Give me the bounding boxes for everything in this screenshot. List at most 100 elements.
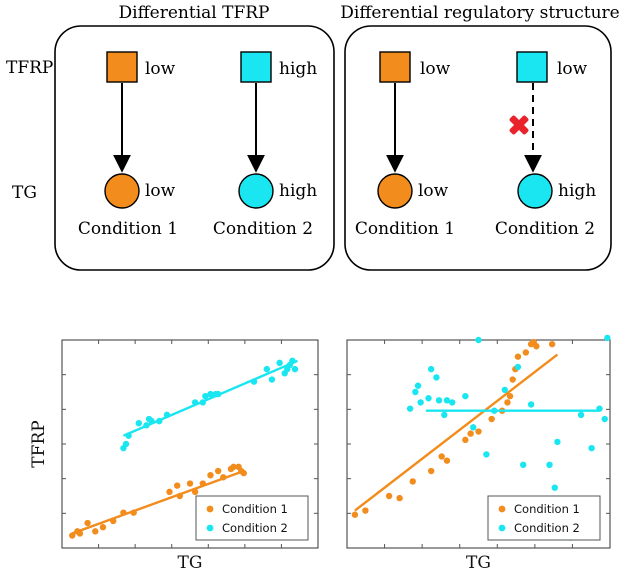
tg-node-left-cond2 bbox=[238, 173, 274, 209]
data-point-condition-2 bbox=[268, 376, 276, 383]
data-point-condition-2 bbox=[470, 424, 477, 431]
data-point-condition-2 bbox=[433, 374, 440, 381]
data-point-condition-2 bbox=[156, 417, 163, 425]
data-point-condition-1 bbox=[514, 353, 522, 360]
data-point-condition-2 bbox=[191, 399, 199, 406]
legend-label: Condition 1 bbox=[222, 502, 288, 516]
data-point-condition-2 bbox=[125, 432, 132, 439]
legend-marker bbox=[206, 524, 214, 532]
data-point-condition-2 bbox=[163, 411, 171, 419]
data-point-condition-1 bbox=[427, 467, 435, 475]
data-point-condition-1 bbox=[186, 480, 194, 487]
tg-node-right-cond2 bbox=[517, 173, 553, 209]
data-point-condition-2 bbox=[449, 399, 456, 406]
data-point-condition-2 bbox=[417, 399, 424, 406]
data-point-condition-2 bbox=[414, 382, 422, 389]
data-point-condition-1 bbox=[176, 492, 183, 500]
data-point-condition-2 bbox=[604, 334, 611, 342]
data-point-condition-2 bbox=[588, 444, 595, 452]
tfrp-node-right-cond2 bbox=[516, 51, 548, 83]
data-point-condition-1 bbox=[488, 415, 495, 423]
data-point-condition-2 bbox=[520, 461, 527, 468]
legend-marker bbox=[206, 505, 214, 513]
y-axis-label: TFRP bbox=[29, 420, 49, 467]
data-point-condition-1 bbox=[199, 480, 206, 487]
data-point-condition-2 bbox=[554, 438, 561, 446]
data-point-condition-1 bbox=[84, 519, 91, 527]
data-point-condition-1 bbox=[130, 509, 137, 516]
condition-label-left-2: Condition 2 bbox=[213, 219, 313, 239]
condition-label-right-1: Condition 1 bbox=[355, 219, 455, 239]
data-point-condition-1 bbox=[69, 532, 76, 539]
data-point-condition-2 bbox=[501, 386, 508, 394]
data-point-condition-2 bbox=[263, 365, 270, 373]
data-point-condition-1 bbox=[362, 507, 369, 514]
data-point-condition-1 bbox=[467, 430, 474, 437]
condition-label-left-1: Condition 1 bbox=[78, 219, 178, 239]
data-point-condition-2 bbox=[475, 336, 482, 344]
tfrp-level-left-cond1: low bbox=[145, 59, 176, 79]
data-point-condition-2 bbox=[577, 411, 585, 419]
data-point-condition-1 bbox=[409, 478, 416, 485]
scatter-plot-differential-tfrp: Condition 1 Condition 2 TG TFRP bbox=[29, 339, 319, 573]
data-point-condition-1 bbox=[120, 509, 127, 516]
data-point-condition-2 bbox=[596, 405, 603, 412]
data-point-condition-1 bbox=[462, 436, 469, 444]
tfrp-node-left-cond1 bbox=[106, 51, 138, 83]
data-point-condition-1 bbox=[230, 463, 237, 471]
x-axis-label: TG bbox=[466, 553, 491, 573]
data-point-condition-1 bbox=[214, 467, 222, 475]
row-label-tfrp: TFRP bbox=[6, 58, 53, 78]
data-point-condition-1 bbox=[240, 469, 247, 477]
legend-box bbox=[195, 495, 309, 541]
data-point-condition-2 bbox=[435, 397, 443, 404]
data-point-condition-2 bbox=[427, 365, 435, 373]
legend-label: Condition 2 bbox=[222, 521, 288, 535]
x-axis-label: TG bbox=[178, 553, 203, 573]
data-point-condition-2 bbox=[491, 407, 498, 414]
data-point-condition-1 bbox=[207, 472, 214, 479]
data-point-condition-1 bbox=[522, 349, 530, 356]
legend-label: Condition 2 bbox=[514, 521, 580, 535]
condition-label-right-2: Condition 2 bbox=[495, 219, 595, 239]
data-point-condition-1 bbox=[396, 494, 403, 502]
data-point-condition-1 bbox=[99, 524, 107, 531]
data-point-condition-1 bbox=[548, 340, 556, 348]
data-point-condition-2 bbox=[514, 363, 522, 371]
data-point-condition-2 bbox=[412, 388, 419, 396]
data-point-condition-1 bbox=[438, 453, 445, 460]
data-point-condition-1 bbox=[92, 528, 99, 535]
tg-node-left-cond1 bbox=[104, 173, 140, 209]
data-point-condition-2 bbox=[207, 390, 214, 398]
data-point-condition-2 bbox=[148, 417, 155, 425]
data-point-condition-2 bbox=[443, 397, 451, 404]
cross-mark-icon bbox=[509, 115, 529, 135]
data-point-condition-1 bbox=[166, 488, 173, 496]
legend-marker bbox=[498, 505, 506, 513]
data-point-condition-2 bbox=[199, 399, 206, 406]
tg-node-right-cond1 bbox=[377, 173, 413, 209]
panel-title-left: Differential TFRP bbox=[119, 3, 270, 23]
data-point-condition-2 bbox=[250, 378, 258, 385]
data-point-condition-2 bbox=[406, 405, 414, 412]
data-point-condition-1 bbox=[220, 474, 227, 481]
tfrp-level-left-cond2: high bbox=[279, 59, 317, 79]
data-point-condition-1 bbox=[76, 530, 84, 537]
data-point-condition-2 bbox=[135, 420, 142, 427]
tg-level-right-cond2: high bbox=[558, 181, 596, 201]
data-point-condition-2 bbox=[122, 440, 130, 448]
tg-level-left-cond1: low bbox=[145, 181, 176, 201]
data-point-condition-1 bbox=[351, 511, 359, 518]
top-diagram: Differential TFRP Differential regulator… bbox=[6, 3, 620, 271]
tg-level-right-cond1: low bbox=[418, 181, 449, 201]
legend-marker bbox=[498, 524, 506, 532]
data-point-condition-1 bbox=[504, 399, 511, 406]
tfrp-level-right-cond1: low bbox=[420, 59, 451, 79]
row-label-tg: TG bbox=[12, 183, 37, 203]
legend-box bbox=[487, 495, 601, 541]
tfrp-node-left-cond2 bbox=[240, 51, 272, 83]
data-point-condition-1 bbox=[533, 343, 540, 350]
fit-line-condition-1 bbox=[71, 469, 245, 535]
data-point-condition-2 bbox=[551, 484, 558, 491]
panel-differential-tfrp bbox=[54, 25, 335, 271]
